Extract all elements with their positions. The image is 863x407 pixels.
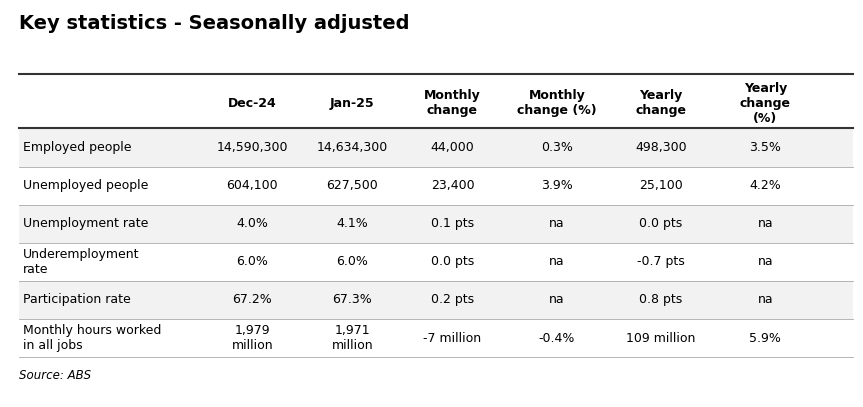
Text: Yearly
change
(%): Yearly change (%) (740, 82, 791, 125)
Text: Employed people: Employed people (23, 141, 131, 154)
Text: na: na (758, 293, 773, 306)
Text: 14,634,300: 14,634,300 (317, 141, 388, 154)
Text: 67.2%: 67.2% (232, 293, 272, 306)
Text: Underemployment
rate: Underemployment rate (23, 248, 140, 276)
Text: 0.2 pts: 0.2 pts (431, 293, 474, 306)
Text: 6.0%: 6.0% (236, 255, 268, 268)
Bar (19, 205, 853, 243)
Text: Unemployed people: Unemployed people (23, 179, 148, 192)
Text: 0.3%: 0.3% (541, 141, 573, 154)
Text: 23,400: 23,400 (431, 179, 475, 192)
Text: 627,500: 627,500 (326, 179, 378, 192)
Text: 0.8 pts: 0.8 pts (639, 293, 683, 306)
Text: 498,300: 498,300 (635, 141, 687, 154)
Text: 44,000: 44,000 (431, 141, 475, 154)
Text: Unemployment rate: Unemployment rate (23, 217, 148, 230)
Bar (19, 128, 853, 166)
Text: Jan-25: Jan-25 (330, 97, 375, 110)
Text: Monthly
change: Monthly change (424, 89, 481, 117)
Text: na: na (549, 255, 564, 268)
Text: 4.2%: 4.2% (750, 179, 781, 192)
Text: 67.3%: 67.3% (332, 293, 372, 306)
Bar (19, 243, 853, 281)
Bar (19, 166, 853, 205)
Text: 3.5%: 3.5% (749, 141, 781, 154)
Text: 0.0 pts: 0.0 pts (639, 217, 683, 230)
Bar (19, 319, 853, 357)
Text: 604,100: 604,100 (226, 179, 278, 192)
Text: 5.9%: 5.9% (749, 332, 781, 345)
Text: 1,979
million: 1,979 million (231, 324, 273, 352)
Text: Participation rate: Participation rate (23, 293, 130, 306)
Bar (19, 281, 853, 319)
Text: 109 million: 109 million (627, 332, 696, 345)
Text: 25,100: 25,100 (639, 179, 683, 192)
Text: Yearly
change: Yearly change (635, 89, 687, 117)
Text: Source: ABS: Source: ABS (19, 369, 91, 382)
Text: na: na (758, 217, 773, 230)
Text: -0.4%: -0.4% (539, 332, 575, 345)
Text: na: na (549, 293, 564, 306)
Text: Monthly hours worked
in all jobs: Monthly hours worked in all jobs (23, 324, 161, 352)
Text: -0.7 pts: -0.7 pts (637, 255, 685, 268)
Text: 0.1 pts: 0.1 pts (431, 217, 474, 230)
Text: -7 million: -7 million (424, 332, 482, 345)
Text: 4.1%: 4.1% (337, 217, 369, 230)
Text: 14,590,300: 14,590,300 (217, 141, 288, 154)
Text: Key statistics - Seasonally adjusted: Key statistics - Seasonally adjusted (19, 13, 409, 33)
Text: 0.0 pts: 0.0 pts (431, 255, 474, 268)
Text: Dec-24: Dec-24 (228, 97, 277, 110)
Text: 4.0%: 4.0% (236, 217, 268, 230)
Text: 6.0%: 6.0% (337, 255, 369, 268)
Text: 3.9%: 3.9% (541, 179, 573, 192)
Text: 1,971
million: 1,971 million (331, 324, 373, 352)
Text: na: na (549, 217, 564, 230)
Text: na: na (758, 255, 773, 268)
Text: Monthly
change (%): Monthly change (%) (517, 89, 596, 117)
